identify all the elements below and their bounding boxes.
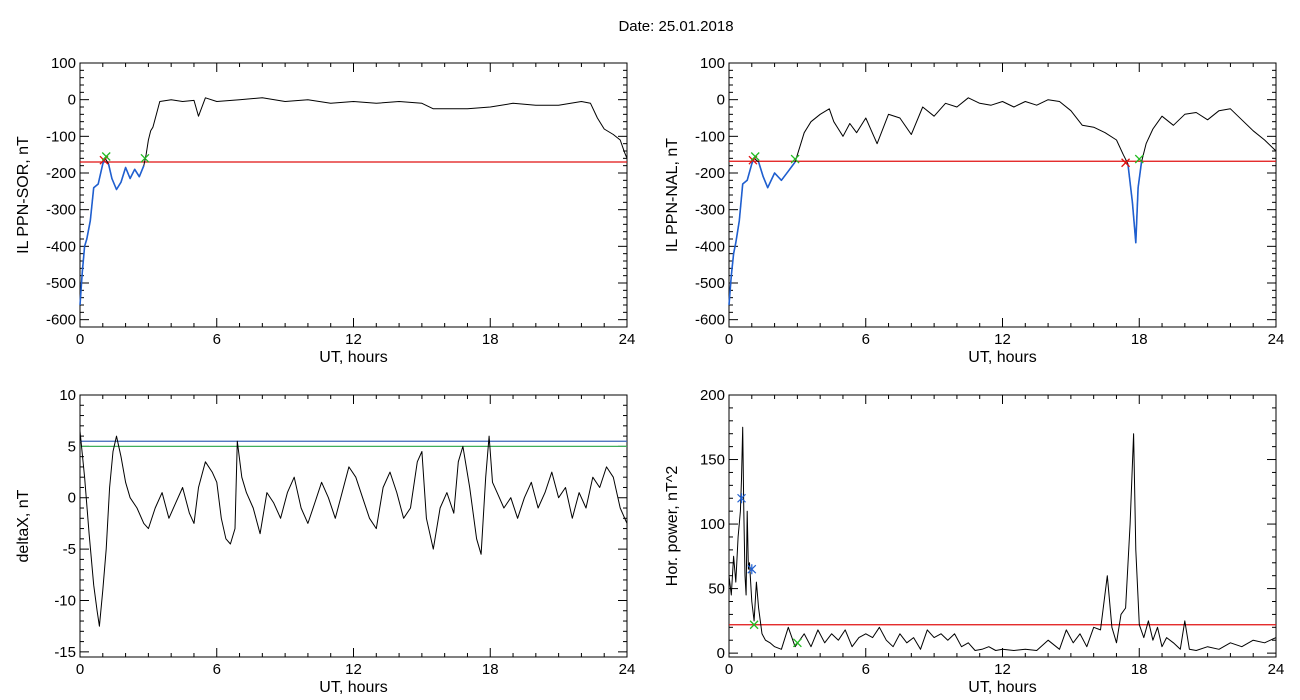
y-tick-label: -400 [695,238,725,255]
event-end-marker [749,620,759,630]
event-end-marker [792,638,802,648]
y-tick-label: 0 [717,645,725,662]
x-tick-label: 18 [1131,331,1148,348]
x-tick-label: 24 [619,661,636,678]
plot-frame [79,394,628,658]
y-tick-label: -600 [695,312,725,329]
event-start-marker [1121,158,1131,168]
event-end-marker-stroke-b [1134,154,1144,164]
event-end-marker [101,152,111,161]
peak-marker [737,493,746,504]
y-tick-label: 100 [700,55,725,72]
x-tick-label: 24 [1268,331,1285,348]
y-tick-label: -200 [695,165,725,182]
event-series-line [757,161,796,189]
event-end-marker-stroke-b [790,154,800,164]
y-tick-label: 0 [68,490,76,507]
x-tick-label: 24 [619,331,636,348]
y-tick-label: -300 [695,202,725,219]
y-axis-label: deltaX, nT [15,489,32,562]
y-tick-label: 100 [700,516,725,533]
x-axis-label: UT, hours [319,349,387,366]
event-series-line [728,157,755,306]
plot-frame [79,62,628,328]
y-tick-label: -100 [46,128,76,145]
plot-frame [728,62,1277,328]
y-tick-label: -200 [46,165,76,182]
x-tick-label: 12 [345,331,362,348]
y-tick-label: 150 [700,452,725,469]
data-series-line [728,426,1277,651]
y-tick-label: 100 [51,55,76,72]
data-series-line [728,97,1277,306]
event-end-marker-stroke-b [792,638,802,648]
y-tick-label: -400 [46,238,76,255]
x-tick-label: 0 [725,661,733,678]
panel-il-ppn-sor: 0 6 12 18 24 -600 -500 -400 -300 -200 -100 0 100 UT, … [15,55,635,366]
data-series-line [79,430,628,627]
panel-hor-power: 0 6 12 18 24 0 50 100 150 200 UT, hours Hor. power,… [664,387,1284,696]
y-tick-label: 10 [59,387,76,404]
y-tick-label: 0 [717,92,725,109]
event-end-marker-stroke-b [749,620,759,630]
x-axis-label: UT, hours [968,349,1036,366]
data-series-line [79,97,628,306]
event-end-marker [140,153,150,163]
x-tick-label: 0 [76,331,84,348]
event-end-marker [750,152,760,161]
event-series-line [1127,161,1143,244]
event-series-line [79,157,106,306]
event-end-marker-stroke-b [750,152,760,161]
y-tick-label: -10 [54,592,76,609]
event-end-marker [790,154,800,164]
plot-frame [728,394,1277,658]
y-axis-label: IL PPN-SOR, nT [15,136,32,254]
y-tick-label: -15 [54,644,76,661]
x-tick-label: 0 [76,661,84,678]
event-series-line [107,163,145,191]
y-tick-label: -500 [695,275,725,292]
x-tick-label: 6 [862,331,870,348]
y-tick-label: 50 [708,581,725,598]
x-tick-label: 6 [862,661,870,678]
x-tick-label: 18 [1131,661,1148,678]
x-axis-label: UT, hours [319,679,387,696]
x-axis-label: UT, hours [968,679,1036,696]
event-start-marker-stroke-b [1121,158,1131,168]
x-tick-label: 18 [482,331,499,348]
figure-title: Date: 25.01.2018 [618,18,734,35]
x-tick-label: 12 [345,661,362,678]
y-tick-label: -300 [46,202,76,219]
event-end-marker-stroke-b [101,152,111,161]
y-tick-label: -600 [46,312,76,329]
x-tick-label: 6 [213,661,221,678]
y-tick-label: -500 [46,275,76,292]
y-tick-label: -5 [63,541,76,558]
x-tick-label: 24 [1268,661,1285,678]
y-tick-label: 200 [700,387,725,404]
x-tick-label: 6 [213,331,221,348]
x-tick-label: 12 [994,661,1011,678]
x-tick-label: 0 [725,331,733,348]
panel-il-ppn-nal: 0 6 12 18 24 -600 -500 -400 -300 -200 -100 0 100 UT, … [664,55,1284,366]
event-end-marker [1134,154,1144,164]
x-tick-label: 18 [482,661,499,678]
y-tick-label: 5 [68,438,76,455]
y-tick-label: 0 [68,92,76,109]
y-axis-label: IL PPN-NAL, nT [664,138,681,252]
y-tick-label: -100 [695,128,725,145]
x-tick-label: 12 [994,331,1011,348]
y-axis-label: Hor. power, nT^2 [664,466,681,587]
event-end-marker-stroke-b [140,153,150,163]
panel-delta-x: 0 6 12 18 24 -15 -10 -5 0 5 10 UT, hours deltaX, nT [15,387,635,696]
peak-marker [747,564,757,575]
